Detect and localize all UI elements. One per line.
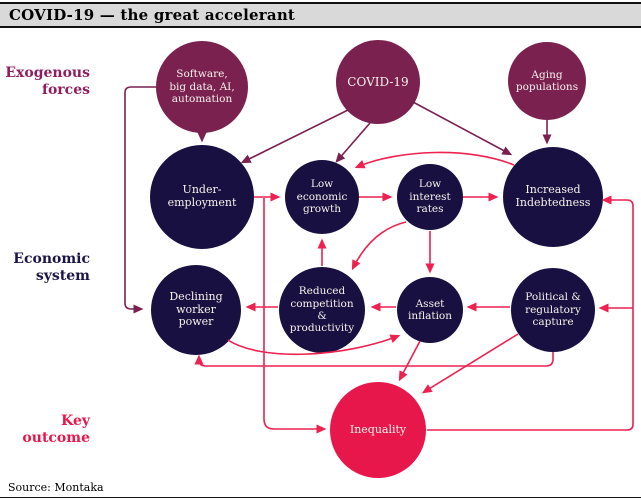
edge-covid19--underemployment <box>240 109 349 164</box>
node-declining-worker-power: Declining worker power <box>151 265 241 355</box>
edge-low-interest-rates--reduced-competition <box>351 221 407 271</box>
edge-political-regulatory-capture--declining-worker-power <box>194 352 554 367</box>
edge-covid19--increased-indebtedness <box>412 101 513 156</box>
node-increased-indebtedness: Increased Indebtedness <box>503 147 603 247</box>
row-label-economic-system: Economic system <box>13 251 90 284</box>
node-political-regulatory-capture: Political & regulatory capture <box>511 268 595 352</box>
edge-political-regulatory-capture--inequality <box>421 333 519 394</box>
edge-covid19--low-economic-growth <box>335 122 371 163</box>
edge-asset-inflation--inequality <box>398 340 421 382</box>
row-label-key-outcome: Key outcome <box>22 413 90 446</box>
title-bar: COVID-19 — the great accelerant <box>0 2 641 28</box>
node-low-interest-rates: Low interest rates <box>397 164 463 230</box>
row-label-exogenous-forces: Exogenous forces <box>5 65 90 98</box>
node-software-big-data: Software, big data, AI, automation <box>156 41 248 133</box>
page-title: COVID-19 — the great accelerant <box>9 6 296 24</box>
node-underemployment: Under- employment <box>150 145 254 249</box>
node-covid19: COVID-19 <box>336 40 420 124</box>
source-note: Source: Montaka <box>8 481 104 494</box>
bottom-rule <box>0 497 641 498</box>
node-aging-populations: Aging populations <box>508 42 586 120</box>
node-reduced-competition: Reduced competition & productivity <box>279 267 365 353</box>
node-low-economic-growth: Low economic growth <box>285 160 359 234</box>
node-asset-inflation: Asset inflation <box>397 277 463 343</box>
node-inequality: Inequality <box>330 382 426 478</box>
